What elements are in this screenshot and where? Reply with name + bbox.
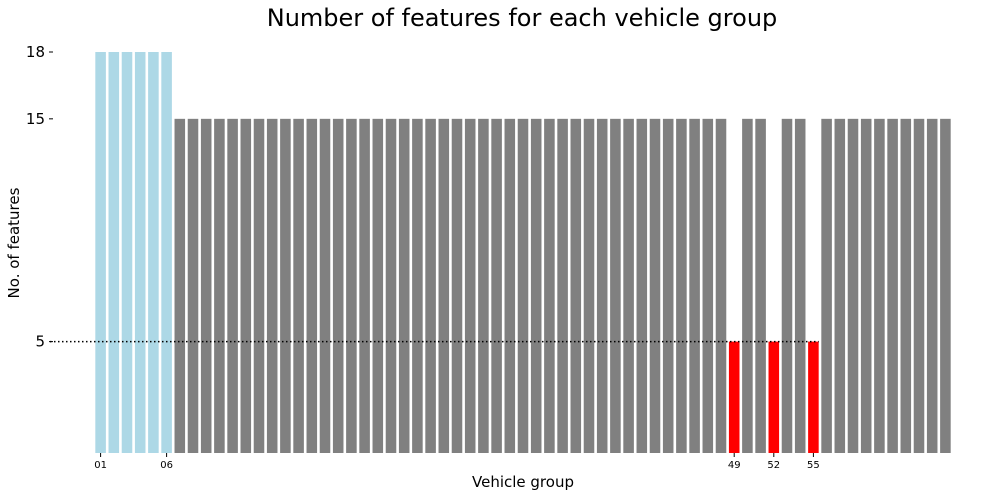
bar-37 <box>570 118 582 453</box>
bar-47 <box>702 118 714 453</box>
bar-22 <box>372 118 384 453</box>
bar-19 <box>332 118 344 453</box>
bar-44 <box>662 118 674 453</box>
bar-48 <box>715 118 727 453</box>
y-tick-label: 18 <box>26 43 45 61</box>
bar-54 <box>794 118 806 453</box>
y-axis-label: No. of features <box>5 187 23 298</box>
bar-12 <box>240 118 252 453</box>
bar-46 <box>689 118 700 453</box>
bar-57 <box>834 118 846 453</box>
bar-30 <box>478 118 489 453</box>
bar-41 <box>623 118 634 453</box>
bar-8 <box>187 118 199 453</box>
bar-36 <box>557 118 568 453</box>
bars <box>95 52 951 453</box>
bar-53 <box>781 118 793 453</box>
bar-27 <box>438 118 450 453</box>
bar-39 <box>596 118 608 453</box>
bar-24 <box>398 118 410 453</box>
bar-18 <box>319 118 331 453</box>
bar-51 <box>755 118 766 453</box>
bar-21 <box>359 118 370 453</box>
bar-56 <box>821 118 832 453</box>
y-axis-ticks: 5 15 18 <box>26 43 53 351</box>
bar-59 <box>860 118 872 453</box>
x-axis-label: Vehicle group <box>472 473 574 491</box>
bar-4 <box>134 52 146 453</box>
bar-28 <box>451 118 463 453</box>
bar-61 <box>887 118 898 453</box>
bar-33 <box>517 118 529 453</box>
bar-40 <box>610 118 621 453</box>
bar-15 <box>280 118 291 453</box>
bar-49 <box>728 341 740 453</box>
bar-26 <box>425 118 436 453</box>
bar-6 <box>161 52 172 453</box>
bar-32 <box>504 118 516 453</box>
bar-17 <box>306 118 318 453</box>
bar-58 <box>847 118 859 453</box>
y-tick-label: 5 <box>35 333 45 351</box>
bar-42 <box>636 118 648 453</box>
x-tick-label: 01 <box>94 460 107 471</box>
x-axis-ticks: 01 06 49 52 55 <box>94 453 820 471</box>
bar-10 <box>214 118 225 453</box>
bar-16 <box>293 118 304 453</box>
bar-62 <box>900 118 912 453</box>
bar-34 <box>530 118 542 453</box>
x-tick-label: 06 <box>160 460 173 471</box>
bar-55 <box>808 341 819 453</box>
bar-1 <box>95 52 106 453</box>
bar-25 <box>412 118 423 453</box>
bar-23 <box>385 118 397 453</box>
bar-11 <box>227 118 238 453</box>
bar-14 <box>266 118 278 453</box>
bar-13 <box>253 118 265 453</box>
bar-63 <box>913 118 925 453</box>
bar-50 <box>742 118 753 453</box>
bar-60 <box>874 118 885 453</box>
bar-31 <box>491 118 502 453</box>
bar-35 <box>544 118 555 453</box>
bar-5 <box>148 52 159 453</box>
bar-64 <box>926 118 938 453</box>
bar-20 <box>346 118 357 453</box>
bar-52 <box>768 341 780 453</box>
bar-38 <box>583 118 595 453</box>
chart-title: Number of features for each vehicle grou… <box>267 4 778 32</box>
bar-45 <box>676 118 687 453</box>
bar-3 <box>121 52 133 453</box>
bar-9 <box>200 118 212 453</box>
x-tick-label: 49 <box>728 460 741 471</box>
bar-43 <box>649 118 661 453</box>
y-tick-label: 15 <box>26 110 45 128</box>
x-tick-label: 52 <box>767 460 780 471</box>
bar-65 <box>940 118 951 453</box>
x-tick-label: 55 <box>807 460 820 471</box>
bar-7 <box>174 118 186 453</box>
bar-29 <box>464 118 476 453</box>
bar-2 <box>108 52 120 453</box>
